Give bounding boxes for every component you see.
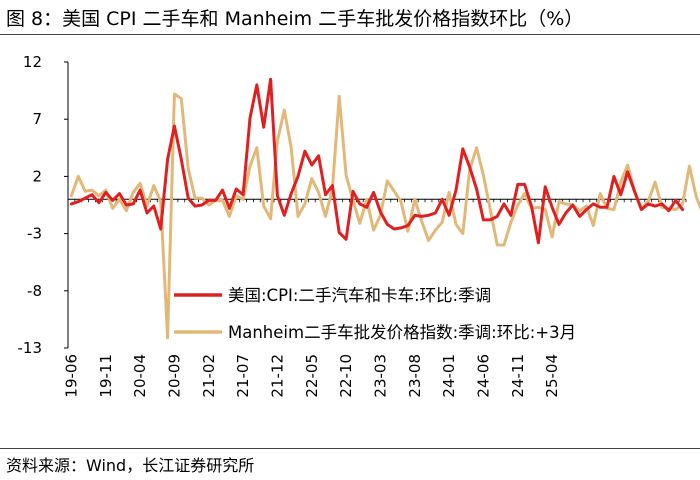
legend-item-cpi-used-cars: 美国:CPI:二手汽车和卡车:环比:季调: [228, 286, 491, 305]
x-tick-label: 19-11: [97, 354, 115, 398]
x-tick-label: 23-03: [371, 354, 389, 398]
chart-title: 图 8：美国 CPI 二手车和 Manheim 二手车批发价格指数环比（%）: [6, 8, 584, 30]
y-tick-label: -8: [27, 282, 42, 300]
chart-legend: 美国:CPI:二手汽车和卡车:环比:季调 Manheim二手车批发价格指数:季调:…: [174, 286, 576, 342]
chart-area: 12 7 2 -3 -8 -13 19-06 19-11 20-04 20-09 21-02 21-…: [18, 53, 700, 398]
y-tick-label: 7: [32, 110, 42, 128]
y-tick-label: 12: [23, 53, 42, 71]
x-tick-label: 19-06: [62, 354, 80, 398]
y-axis-ticks: 12 7 2 -3 -8 -13: [18, 53, 68, 357]
y-tick-label: -13: [18, 339, 43, 357]
x-tick-label: 20-09: [165, 354, 183, 398]
x-tick-label: 22-05: [303, 354, 321, 398]
x-tick-label: 21-02: [200, 354, 218, 398]
x-tick-label: 24-06: [474, 354, 492, 398]
series-line-cpi-used-cars: [69, 77, 685, 245]
series-line-manheim-index: [69, 92, 700, 340]
legend-item-manheim-index: Manheim二手车批发价格指数:季调:环比:+3月: [228, 323, 576, 342]
y-tick-label: 2: [32, 167, 42, 185]
x-tick-label: 21-12: [268, 354, 286, 398]
x-tick-label: 25-04: [543, 354, 561, 398]
x-tick-label: 21-07: [234, 354, 252, 398]
source-note: 资料来源：Wind，长江证券研究所: [6, 456, 255, 475]
x-tick-label: 20-04: [131, 354, 149, 398]
x-tick-label: 22-10: [337, 354, 355, 398]
x-axis-ticks: 19-06 19-11 20-04 20-09 21-02 21-07 21-12 22-05…: [62, 199, 687, 398]
bottom-rule: [0, 448, 700, 449]
x-tick-label: 24-01: [440, 354, 458, 398]
x-tick-label: 23-08: [406, 354, 424, 398]
y-tick-label: -3: [27, 225, 42, 243]
x-tick-label: 24-11: [509, 354, 527, 398]
top-rule: [0, 34, 700, 35]
chart-series: [69, 77, 700, 340]
